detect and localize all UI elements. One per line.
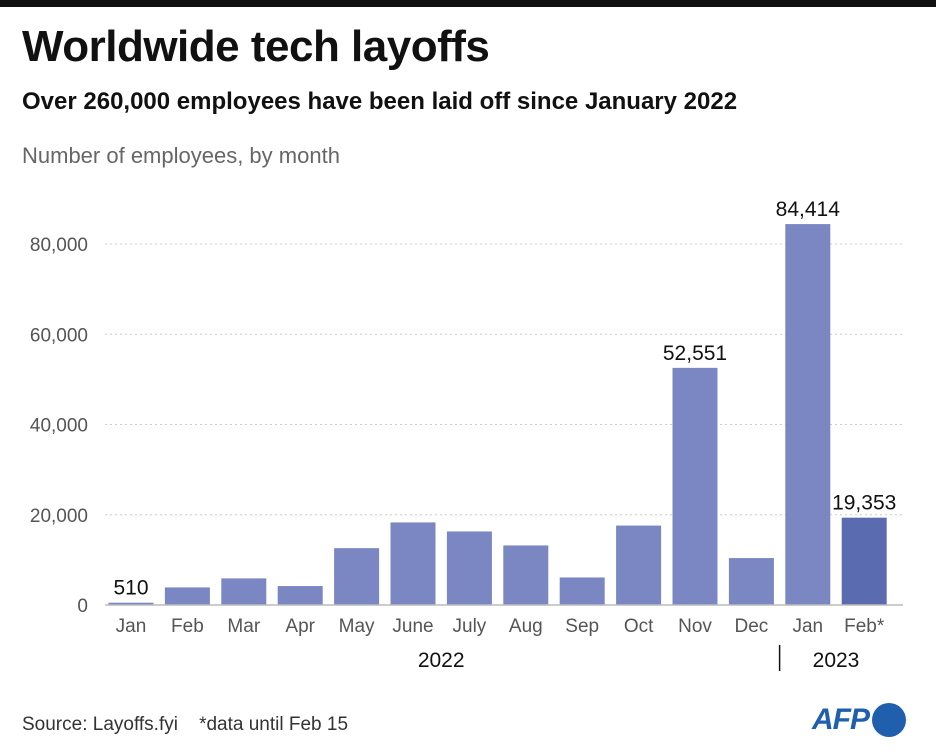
bar-apr [277, 586, 323, 605]
x-tick-label: Jan [792, 616, 823, 637]
bar-chart: 0 20,000 40,000 60,000 80,000 Jan 510 Feb Mar Apr… [30, 198, 903, 672]
bar-feb [164, 587, 210, 605]
x-tick-label: Oct [624, 616, 654, 637]
logo-dot [872, 703, 906, 737]
x-tick-label: Nov [678, 616, 712, 637]
bar-nov [672, 367, 718, 605]
unit-label: Number of employees, by month [22, 143, 340, 168]
data-label: 510 [113, 577, 148, 600]
bar-jan [785, 224, 831, 605]
chart-title: Worldwide tech layoffs [22, 22, 490, 71]
top-bar [0, 0, 936, 7]
x-tick-label: Feb* [844, 616, 885, 637]
y-tick-label: 20,000 [30, 506, 88, 527]
x-tick-label: July [453, 616, 487, 637]
chart-subtitle: Over 260,000 employees have been laid of… [22, 88, 738, 115]
bar-feb [841, 517, 887, 605]
x-tick-label: Sep [565, 616, 599, 637]
x-tick-label: Apr [285, 616, 315, 637]
data-label: 52,551 [663, 342, 727, 365]
x-tick-label: June [392, 616, 433, 637]
y-tick-label: 40,000 [30, 416, 88, 437]
y-tick-label: 80,000 [30, 235, 88, 256]
bar-may [334, 548, 380, 605]
y-tick-label: 60,000 [30, 325, 88, 346]
bar-july [446, 531, 492, 605]
x-tick-label: Aug [509, 616, 543, 637]
bar-aug [503, 545, 549, 605]
year-label: 2022 [418, 649, 465, 672]
source-line: Source: Layoffs.fyi *data until Feb 15 [22, 714, 348, 736]
bar-june [390, 522, 436, 605]
x-tick-label: Dec [735, 616, 769, 637]
x-tick-label: Feb [171, 616, 204, 637]
year-label: 2023 [813, 649, 860, 672]
data-label: 84,414 [776, 198, 841, 221]
bar-dec [728, 558, 774, 605]
footnote: *data until Feb 15 [199, 714, 349, 735]
data-label: 19,353 [832, 492, 896, 515]
logo-text: AFP [812, 703, 870, 736]
y-tick-label: 0 [77, 596, 88, 617]
x-tick-label: Mar [227, 616, 260, 637]
bar-oct [616, 525, 662, 605]
x-tick-label: Jan [116, 616, 147, 637]
bar-mar [221, 578, 267, 605]
x-tick-label: May [339, 616, 375, 637]
afp-logo: AFP [812, 703, 906, 737]
bar-jan [108, 602, 154, 605]
bar-sep [559, 577, 605, 605]
source-text: Source: Layoffs.fyi [22, 714, 178, 735]
